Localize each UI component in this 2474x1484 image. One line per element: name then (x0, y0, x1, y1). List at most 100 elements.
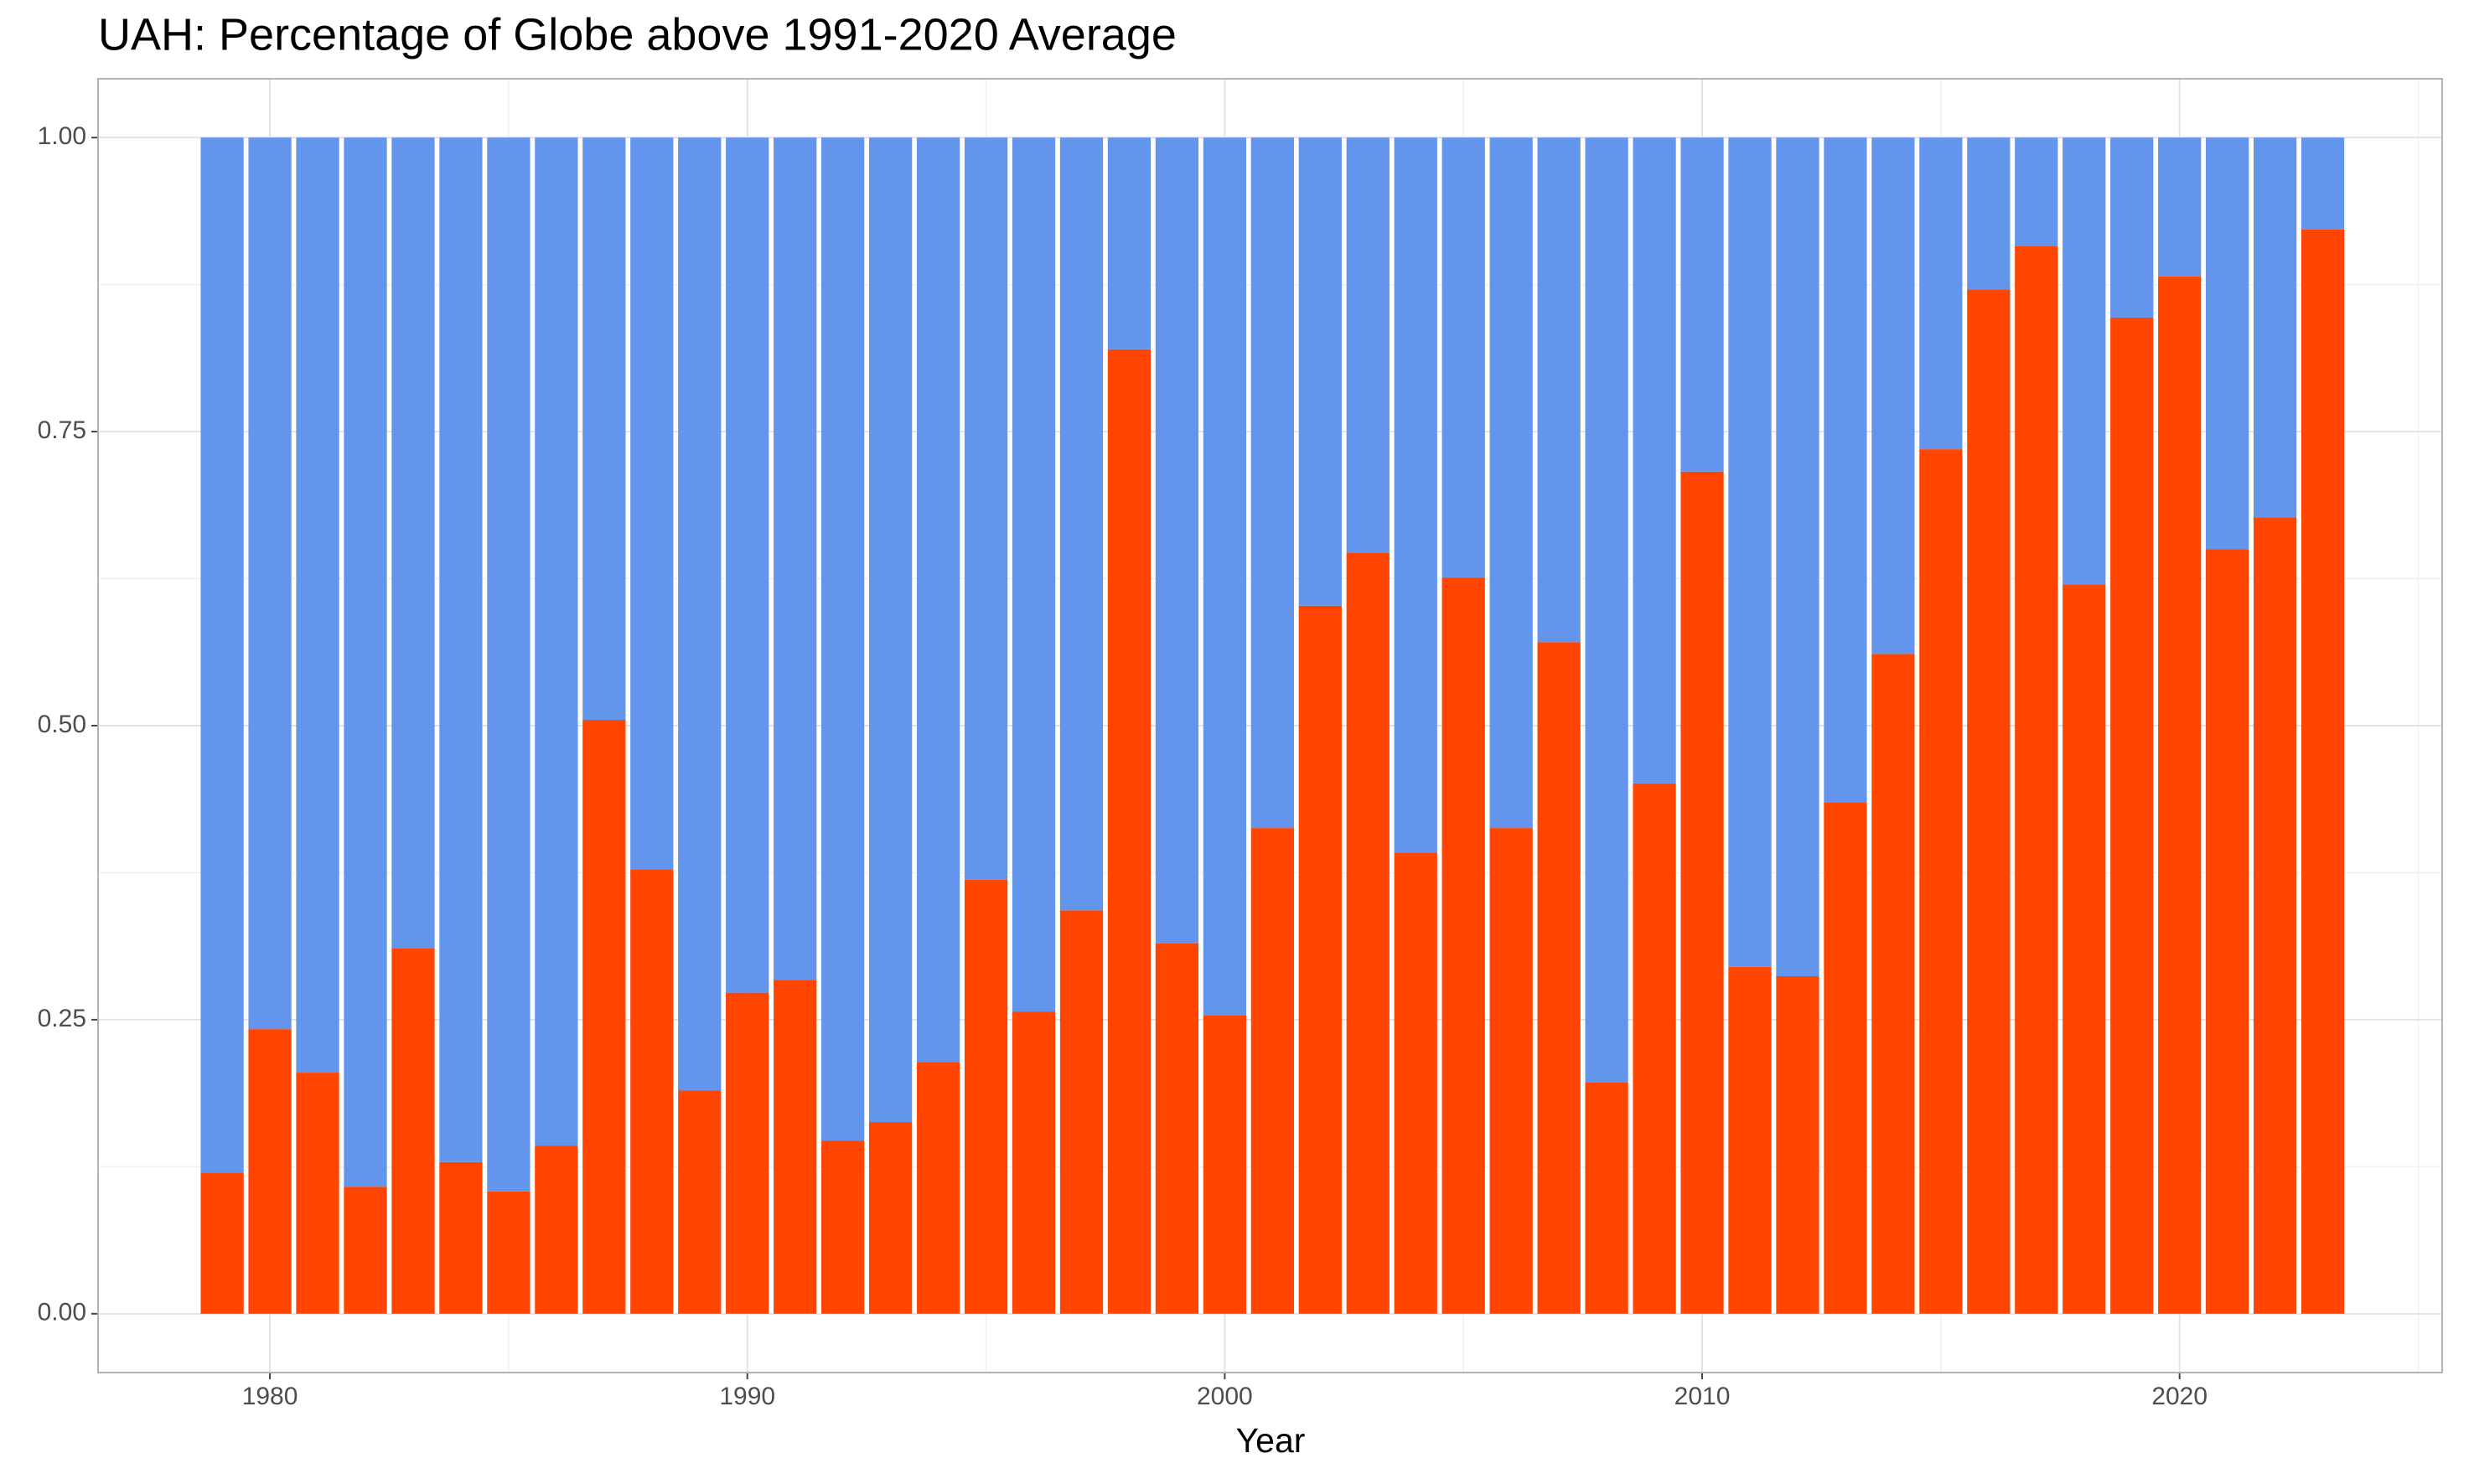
bar (1346, 552, 1390, 1314)
y-tick-label: 1.00 (38, 122, 86, 150)
bar (821, 1140, 865, 1314)
bar (1680, 471, 1724, 1314)
bar (630, 869, 674, 1314)
bar (391, 948, 435, 1314)
bar (1824, 137, 1867, 803)
bar (1107, 349, 1152, 1314)
bar (2015, 137, 2058, 246)
bar (2253, 137, 2297, 518)
bar (535, 1145, 578, 1314)
bar (1012, 1011, 1056, 1314)
chart-title: UAH: Percentage of Globe above 1991-2020… (98, 9, 1177, 59)
bar (821, 137, 865, 1141)
bar (1250, 137, 1294, 829)
bar (344, 137, 387, 1187)
bar (1012, 137, 1056, 1012)
bar (1967, 289, 2011, 1314)
bar (868, 137, 913, 1123)
bar (248, 1029, 292, 1314)
bar (1250, 828, 1294, 1314)
x-tick-label: 2000 (1197, 1383, 1253, 1410)
x-tick-label: 2020 (2151, 1383, 2207, 1410)
bar (1728, 966, 1772, 1314)
bar (487, 1191, 531, 1314)
bar (582, 137, 626, 720)
bar (248, 137, 292, 1030)
x-tick-label: 2010 (1674, 1383, 1731, 1410)
bar (726, 992, 769, 1314)
bar (1155, 943, 1199, 1314)
bar (1489, 828, 1533, 1314)
bar (630, 137, 674, 870)
bar (964, 137, 1008, 880)
bar (582, 719, 626, 1314)
bar (2110, 317, 2154, 1314)
bar (1919, 449, 1963, 1314)
bar (1298, 605, 1342, 1314)
bar (1059, 910, 1104, 1314)
bar (1824, 802, 1867, 1314)
x-axis-title: Year (1236, 1421, 1306, 1460)
bar (964, 879, 1008, 1314)
bar (2063, 584, 2106, 1314)
bar (2015, 246, 2058, 1314)
y-tick-label: 0.50 (38, 711, 86, 738)
bar (296, 137, 339, 1073)
bar (2206, 549, 2249, 1314)
bar (439, 1161, 483, 1314)
bar (535, 137, 578, 1146)
panel-border (97, 78, 2443, 1373)
bar (1871, 654, 1915, 1314)
bar (200, 1172, 244, 1314)
bar (1776, 137, 1819, 976)
bar (868, 1122, 913, 1314)
bar (391, 137, 435, 949)
bar (2301, 137, 2345, 230)
bar (2253, 517, 2297, 1314)
bar (1585, 1082, 1628, 1314)
y-tick-label: 0.75 (38, 416, 86, 444)
bar (1680, 137, 1724, 472)
bar (774, 137, 817, 980)
bar (1107, 137, 1152, 349)
bar (1633, 783, 1676, 1314)
bar (1489, 137, 1533, 829)
bar (200, 137, 244, 1173)
bar (1203, 137, 1247, 1016)
bar (1394, 137, 1437, 853)
bar (1441, 577, 1485, 1314)
bar (2206, 137, 2249, 550)
bar (1394, 852, 1437, 1314)
bar (439, 137, 483, 1162)
bar (1155, 137, 1199, 944)
bar (678, 1090, 722, 1314)
x-tick-label: 1980 (242, 1383, 298, 1410)
bar (2063, 137, 2106, 585)
bar (774, 980, 817, 1314)
bar (1059, 137, 1104, 911)
x-tick-label: 1990 (719, 1383, 775, 1410)
bar (487, 137, 531, 1192)
bar (726, 137, 769, 993)
bar (1441, 137, 1485, 578)
bar (1967, 137, 2011, 290)
bar (1728, 137, 1772, 967)
bar (1537, 642, 1581, 1314)
bar (344, 1187, 387, 1314)
bar (1871, 137, 1915, 654)
bar (2158, 137, 2202, 277)
bar (296, 1073, 339, 1314)
y-tick-label: 0.25 (38, 1005, 86, 1032)
bar (1203, 1015, 1247, 1314)
bar (1633, 137, 1676, 783)
y-tick-label: 0.00 (38, 1299, 86, 1326)
bar (916, 137, 960, 1063)
bar (1537, 137, 1581, 643)
bar (678, 137, 722, 1091)
bar (916, 1062, 960, 1314)
bar (1585, 137, 1628, 1083)
bar (2301, 229, 2345, 1314)
bar (1346, 137, 1390, 553)
bar (2158, 276, 2202, 1314)
